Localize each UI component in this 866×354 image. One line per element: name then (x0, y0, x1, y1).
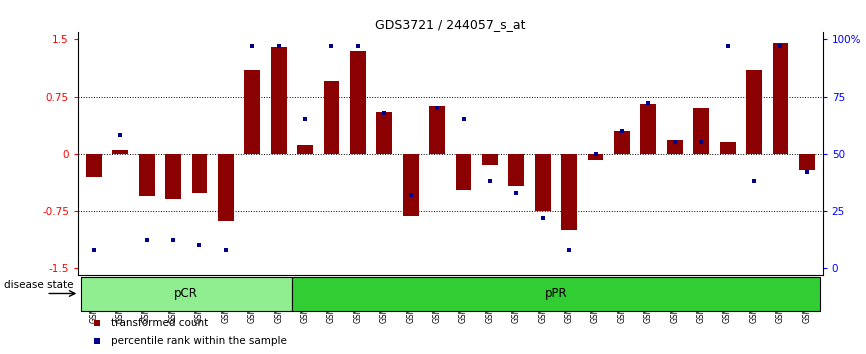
Bar (694, 108, 709, 154)
Bar (456, 154, 471, 190)
Bar (508, 154, 524, 185)
Bar (535, 154, 551, 211)
Bar (113, 150, 128, 154)
Bar (799, 154, 815, 170)
Bar (297, 144, 313, 154)
Text: disease state: disease state (4, 280, 74, 290)
Bar (165, 154, 181, 199)
Bar (403, 154, 418, 216)
Text: pCR: pCR (174, 287, 198, 300)
Title: GDS3721 / 244057_s_at: GDS3721 / 244057_s_at (375, 18, 526, 31)
Bar (720, 142, 735, 154)
Text: pPR: pPR (545, 287, 567, 300)
Bar (641, 104, 656, 154)
Bar (271, 47, 287, 154)
Bar (377, 112, 392, 154)
Bar (746, 70, 762, 154)
Bar (139, 154, 154, 195)
Text: percentile rank within the sample: percentile rank within the sample (112, 336, 288, 346)
Bar (218, 154, 234, 221)
Bar (588, 154, 604, 160)
Bar (191, 154, 207, 193)
Bar (614, 131, 630, 154)
Bar (292, 278, 820, 311)
Bar (561, 154, 577, 230)
Bar (86, 154, 101, 177)
Bar (324, 81, 339, 154)
Text: transformed count: transformed count (112, 319, 209, 329)
Bar (482, 154, 498, 165)
Bar (772, 43, 788, 154)
Bar (350, 51, 365, 154)
Bar (667, 140, 682, 154)
Bar (81, 278, 292, 311)
Bar (430, 107, 445, 154)
Bar (244, 70, 260, 154)
